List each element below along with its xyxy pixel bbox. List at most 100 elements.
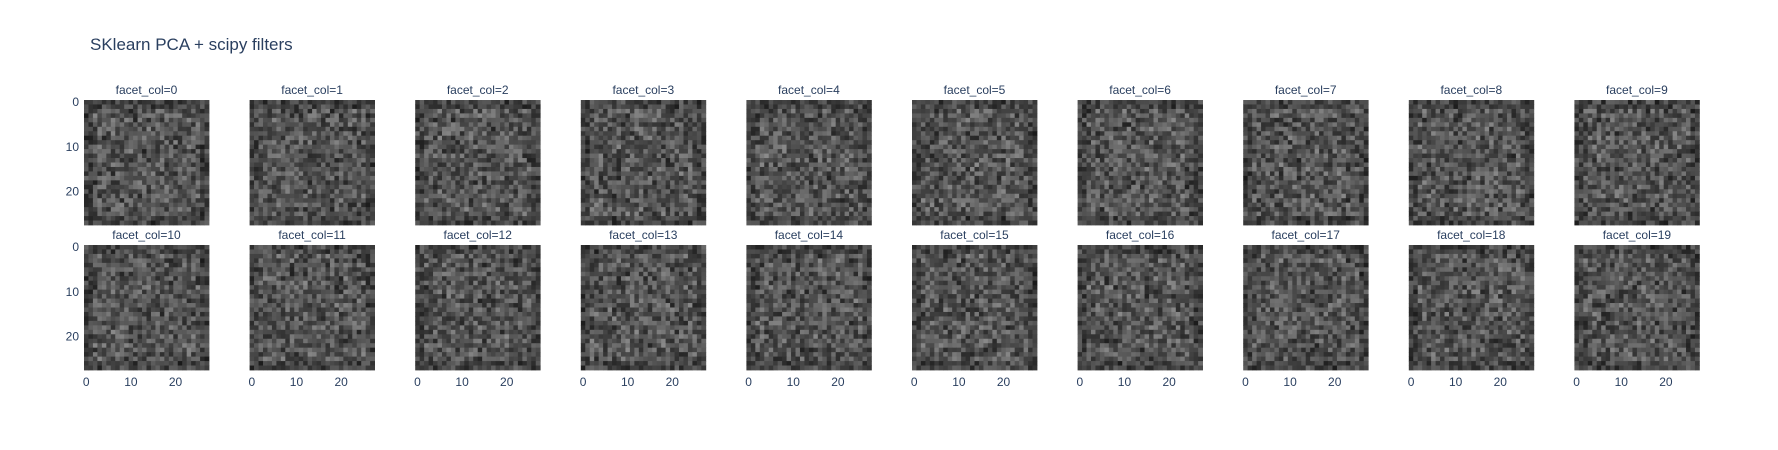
x-tick-label: 20 [666,375,680,389]
x-tick-label: 0 [414,375,421,389]
facet-panel-3: facet_col=3 [581,83,706,225]
x-tick-label: 20 [1494,375,1508,389]
x-tick-label: 0 [911,375,918,389]
y-tick-label: 0 [72,95,79,109]
x-tick-label: 20 [1328,375,1342,389]
x-tick-label: 20 [1162,375,1176,389]
x-tick-label: 0 [1076,375,1083,389]
heatmap-cells-17 [1243,245,1368,370]
x-tick-label: 10 [952,375,966,389]
x-tick-label: 10 [787,375,801,389]
x-tick-label: 20 [831,375,845,389]
facet-panel-9: facet_col=9 [1574,83,1699,225]
heatmap-cells-16 [1078,245,1203,370]
x-tick-label: 0 [1573,375,1580,389]
y-tick-label: 20 [66,185,80,199]
facet-label-9: facet_col=9 [1606,83,1668,97]
facet-label-3: facet_col=3 [612,83,674,97]
facet-label-16: facet_col=16 [1106,228,1175,242]
heatmap-cells-14 [746,245,871,370]
heatmap-cells-7 [1243,100,1368,225]
x-tick-label: 10 [455,375,469,389]
facet-label-8: facet_col=8 [1440,83,1502,97]
facet-label-4: facet_col=4 [778,83,840,97]
facet-label-18: facet_col=18 [1437,228,1506,242]
facet-panel-10: facet_col=10 0 10 20 0 10 20 [66,228,210,389]
heatmap-cells-19 [1574,245,1699,370]
x-tick-label: 20 [1659,375,1673,389]
heatmap-cells-5 [912,100,1037,225]
facet-label-6: facet_col=6 [1109,83,1171,97]
x-tick-label: 10 [124,375,138,389]
facet-label-2: facet_col=2 [447,83,509,97]
facet-panel-13: facet_col=13 0 10 20 [580,228,707,389]
heatmap-cells-12 [415,245,540,370]
facet-label-5: facet_col=5 [944,83,1006,97]
heatmap-cells-0 [84,100,209,225]
x-tick-label: 20 [169,375,183,389]
heatmap-cells-6 [1078,100,1203,225]
facet-panel-8: facet_col=8 [1409,83,1534,225]
facet-panel-12: facet_col=12 0 10 20 [414,228,541,389]
heatmap-cells-10 [84,245,209,370]
facet-label-11: facet_col=11 [278,228,346,242]
facet-label-15: facet_col=15 [940,228,1009,242]
x-tick-label: 10 [1283,375,1297,389]
x-tick-label: 20 [500,375,514,389]
facet-panel-4: facet_col=4 [746,83,871,225]
facet-label-7: facet_col=7 [1275,83,1337,97]
x-tick-label: 10 [1449,375,1463,389]
facet-label-1: facet_col=1 [281,83,343,97]
y-tick-label: 10 [66,285,80,299]
heatmap-cells-3 [581,100,706,225]
x-tick-label: 0 [83,375,90,389]
facet-panel-2: facet_col=2 [415,83,540,225]
y-tick-label: 10 [66,140,80,154]
x-tick-label: 10 [621,375,635,389]
facet-panel-6: facet_col=6 [1078,83,1203,225]
facet-label-17: facet_col=17 [1272,228,1341,242]
facet-panel-5: facet_col=5 [912,83,1037,225]
x-tick-label: 0 [745,375,752,389]
facet-label-14: facet_col=14 [775,228,844,242]
facet-panel-1: facet_col=1 [250,83,375,225]
x-tick-label: 10 [1118,375,1132,389]
facet-panel-16: facet_col=16 0 10 20 [1076,228,1203,389]
facet-label-19: facet_col=19 [1603,228,1672,242]
x-tick-label: 20 [334,375,348,389]
heatmap-cells-11 [250,245,375,370]
heatmap-cells-13 [581,245,706,370]
facet-panel-15: facet_col=15 0 10 20 [911,228,1038,389]
heatmap-cells-18 [1409,245,1534,370]
x-tick-label: 0 [248,375,255,389]
x-tick-label: 10 [290,375,304,389]
x-tick-label: 0 [1242,375,1249,389]
x-tick-label: 0 [580,375,587,389]
facet-label-10: facet_col=10 [112,228,181,242]
facet-panel-17: facet_col=17 0 10 20 [1242,228,1369,389]
x-tick-label: 20 [997,375,1011,389]
facet-label-0: facet_col=0 [116,83,178,97]
x-tick-label: 10 [1615,375,1629,389]
chart-title: SKlearn PCA + scipy filters [90,35,293,54]
facet-panel-11: facet_col=11 0 10 20 [248,228,375,389]
facet-label-12: facet_col=12 [444,228,513,242]
facet-panel-14: facet_col=14 0 10 20 [745,228,872,389]
facet-panel-7: facet_col=7 [1243,83,1368,225]
heatmap-cells-8 [1409,100,1534,225]
heatmap-cells-9 [1574,100,1699,225]
heatmap-cells-15 [912,245,1037,370]
y-tick-label: 20 [66,330,80,344]
heatmap-cells-2 [415,100,540,225]
facet-panel-19: facet_col=19 0 10 20 [1573,228,1700,389]
facet-panel-18: facet_col=18 0 10 20 [1408,228,1535,389]
facet-panel-0: facet_col=0 0 10 20 [66,83,210,225]
heatmap-cells-1 [250,100,375,225]
heatmap-cells-4 [746,100,871,225]
facet-label-13: facet_col=13 [609,228,678,242]
x-tick-label: 0 [1408,375,1415,389]
y-tick-label: 0 [72,240,79,254]
